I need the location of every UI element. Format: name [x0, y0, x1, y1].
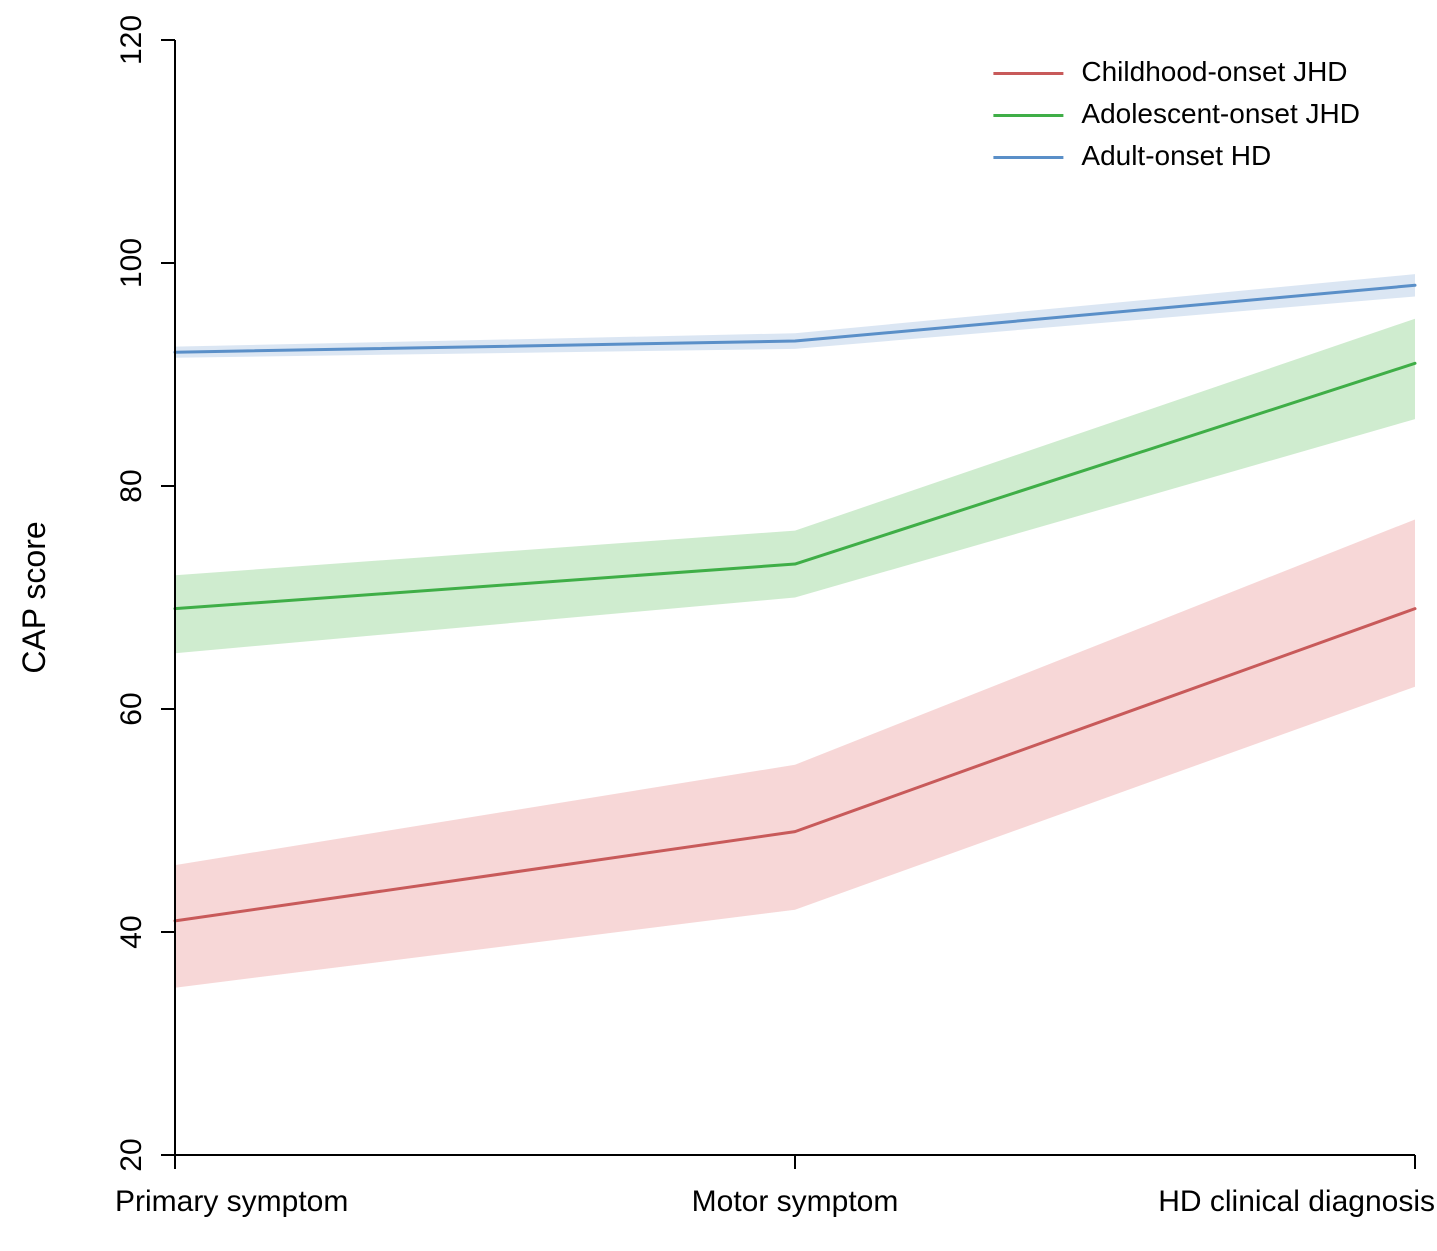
y-tick-label: 40 [115, 915, 148, 948]
chart-container: 20 40 60 80 100 120 CAP score Primary symptom Mo… [0, 0, 1437, 1251]
x-tick-label: Motor symptom [692, 1185, 899, 1218]
y-tick-label: 60 [115, 692, 148, 725]
legend-label: Childhood-onset JHD [1081, 56, 1347, 87]
y-tick-label: 100 [115, 238, 148, 288]
y-tick-label: 120 [115, 15, 148, 65]
y-tick-label: 20 [115, 1138, 148, 1171]
line-chart: 20 40 60 80 100 120 CAP score Primary symptom Mo… [0, 0, 1437, 1251]
legend-label: Adult-onset HD [1081, 140, 1271, 171]
x-tick-label: Primary symptom [115, 1185, 348, 1218]
y-axis-title: CAP score [16, 521, 52, 673]
y-tick-label: 80 [115, 469, 148, 502]
legend-label: Adolescent-onset JHD [1081, 98, 1360, 129]
x-tick-label: HD clinical diagnosis [1158, 1185, 1435, 1218]
